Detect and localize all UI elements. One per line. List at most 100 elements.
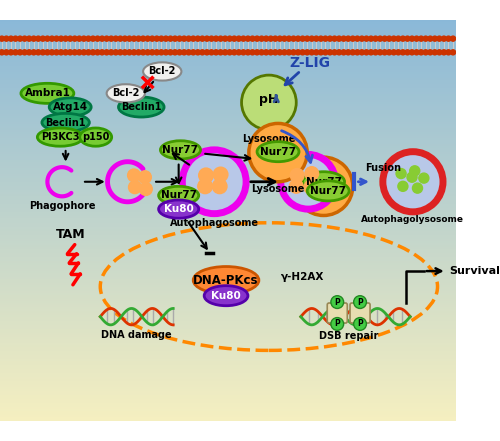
Bar bbox=[0, 165, 456, 168]
Bar bbox=[0, 278, 456, 281]
Circle shape bbox=[291, 36, 296, 41]
Bar bbox=[0, 101, 456, 104]
Bar bbox=[0, 103, 456, 106]
Circle shape bbox=[328, 36, 332, 41]
Circle shape bbox=[40, 50, 46, 55]
Ellipse shape bbox=[193, 266, 259, 294]
Bar bbox=[0, 350, 456, 353]
Circle shape bbox=[346, 36, 351, 41]
Bar bbox=[0, 51, 456, 54]
Bar bbox=[0, 322, 456, 325]
Circle shape bbox=[314, 50, 319, 55]
Circle shape bbox=[336, 50, 342, 55]
Ellipse shape bbox=[143, 62, 182, 81]
Circle shape bbox=[309, 50, 314, 55]
Bar bbox=[0, 316, 456, 319]
Circle shape bbox=[218, 50, 223, 55]
Circle shape bbox=[227, 50, 232, 55]
Ellipse shape bbox=[281, 154, 336, 209]
Bar bbox=[0, 87, 456, 90]
Ellipse shape bbox=[21, 83, 74, 103]
Bar bbox=[0, 83, 456, 86]
Circle shape bbox=[249, 123, 307, 182]
Bar bbox=[0, 262, 456, 265]
Circle shape bbox=[407, 172, 417, 182]
Bar bbox=[0, 149, 456, 152]
Bar bbox=[0, 163, 456, 166]
Circle shape bbox=[268, 50, 274, 55]
Circle shape bbox=[214, 50, 218, 55]
Circle shape bbox=[446, 36, 451, 41]
Bar bbox=[0, 298, 456, 301]
Bar bbox=[0, 151, 456, 154]
Circle shape bbox=[128, 181, 141, 194]
Bar bbox=[0, 75, 456, 78]
Bar bbox=[0, 284, 456, 287]
Bar bbox=[0, 181, 456, 184]
Circle shape bbox=[204, 50, 210, 55]
Text: Nur77: Nur77 bbox=[306, 177, 342, 187]
Bar bbox=[0, 43, 456, 45]
Circle shape bbox=[118, 50, 123, 55]
Circle shape bbox=[86, 50, 91, 55]
Circle shape bbox=[140, 183, 152, 195]
Bar bbox=[0, 187, 456, 191]
Circle shape bbox=[150, 50, 155, 55]
Bar bbox=[0, 304, 456, 307]
Text: Atg14: Atg14 bbox=[52, 102, 88, 112]
Bar bbox=[0, 254, 456, 257]
Bar bbox=[0, 77, 456, 80]
Circle shape bbox=[373, 50, 378, 55]
Bar bbox=[0, 141, 456, 144]
Circle shape bbox=[360, 50, 364, 55]
Circle shape bbox=[31, 36, 36, 41]
Text: Z-LIG: Z-LIG bbox=[290, 56, 331, 70]
Circle shape bbox=[368, 50, 374, 55]
Circle shape bbox=[45, 36, 50, 41]
Circle shape bbox=[63, 36, 68, 41]
Circle shape bbox=[442, 50, 446, 55]
Bar bbox=[0, 85, 456, 88]
Circle shape bbox=[100, 36, 104, 41]
Circle shape bbox=[290, 179, 303, 193]
Bar bbox=[0, 256, 456, 259]
Bar bbox=[0, 246, 456, 249]
Bar bbox=[0, 45, 456, 48]
Circle shape bbox=[26, 50, 32, 55]
Bar bbox=[0, 360, 456, 363]
Circle shape bbox=[127, 36, 132, 41]
Circle shape bbox=[140, 50, 145, 55]
Ellipse shape bbox=[158, 200, 198, 218]
Bar bbox=[0, 209, 456, 213]
Bar bbox=[0, 244, 456, 247]
Text: Autophagosome: Autophagosome bbox=[170, 218, 258, 228]
Bar bbox=[0, 29, 456, 32]
Circle shape bbox=[36, 36, 41, 41]
Bar bbox=[0, 400, 456, 404]
Circle shape bbox=[414, 50, 419, 55]
Circle shape bbox=[382, 36, 387, 41]
Circle shape bbox=[195, 36, 200, 41]
Circle shape bbox=[382, 50, 387, 55]
Bar bbox=[0, 194, 456, 196]
Bar bbox=[0, 396, 456, 400]
Circle shape bbox=[190, 36, 196, 41]
Circle shape bbox=[286, 36, 292, 41]
Circle shape bbox=[396, 168, 406, 179]
Circle shape bbox=[278, 50, 282, 55]
Circle shape bbox=[122, 36, 128, 41]
Circle shape bbox=[250, 50, 255, 55]
Circle shape bbox=[186, 36, 191, 41]
Bar bbox=[0, 133, 456, 136]
Bar bbox=[0, 330, 456, 333]
Circle shape bbox=[318, 36, 324, 41]
Circle shape bbox=[104, 50, 109, 55]
Bar bbox=[0, 195, 456, 198]
Circle shape bbox=[432, 36, 438, 41]
Bar bbox=[0, 65, 456, 68]
Circle shape bbox=[400, 50, 406, 55]
Bar bbox=[0, 340, 456, 343]
Bar bbox=[0, 185, 456, 188]
Circle shape bbox=[350, 50, 356, 55]
Circle shape bbox=[272, 36, 278, 41]
